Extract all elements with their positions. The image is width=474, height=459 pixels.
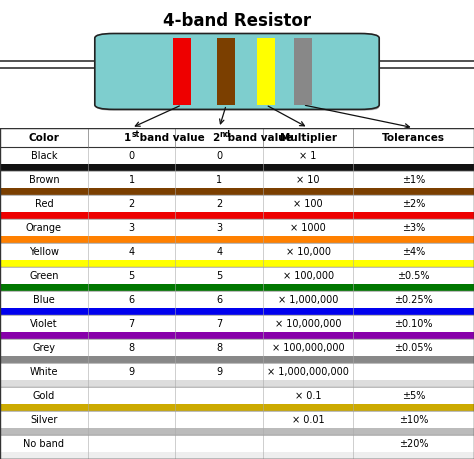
Text: 8: 8 bbox=[216, 343, 222, 353]
Text: × 0.01: × 0.01 bbox=[292, 414, 324, 425]
Text: 8: 8 bbox=[128, 343, 135, 353]
Text: Violet: Violet bbox=[30, 319, 58, 329]
Text: 4-band Resistor: 4-band Resistor bbox=[163, 11, 311, 29]
Text: ±1%: ±1% bbox=[402, 175, 425, 185]
Text: ±10%: ±10% bbox=[399, 414, 428, 425]
Bar bbox=[0, 332, 474, 339]
Bar bbox=[0, 387, 474, 404]
Text: ±0.25%: ±0.25% bbox=[394, 295, 433, 305]
Text: 6: 6 bbox=[216, 295, 222, 305]
Text: 1: 1 bbox=[216, 175, 222, 185]
Text: ±20%: ±20% bbox=[399, 438, 428, 448]
Text: 3: 3 bbox=[216, 223, 222, 233]
Text: × 0.1: × 0.1 bbox=[295, 391, 321, 401]
Bar bbox=[0, 363, 474, 380]
Text: × 1,000,000: × 1,000,000 bbox=[278, 295, 338, 305]
Text: × 10,000,000: × 10,000,000 bbox=[275, 319, 341, 329]
Text: × 100,000,000: × 100,000,000 bbox=[272, 343, 345, 353]
Text: Red: Red bbox=[35, 199, 53, 209]
Bar bbox=[0, 129, 474, 148]
Text: 9: 9 bbox=[216, 367, 222, 376]
Text: Gold: Gold bbox=[33, 391, 55, 401]
Bar bbox=[173, 39, 191, 106]
Text: 5: 5 bbox=[216, 271, 222, 281]
Text: × 100,000: × 100,000 bbox=[283, 271, 334, 281]
Text: 4: 4 bbox=[216, 247, 222, 257]
Text: 5: 5 bbox=[128, 271, 135, 281]
Bar bbox=[0, 291, 474, 308]
Bar bbox=[0, 404, 474, 411]
Text: ±5%: ±5% bbox=[402, 391, 425, 401]
Text: ±0.5%: ±0.5% bbox=[397, 271, 430, 281]
Text: Grey: Grey bbox=[32, 343, 55, 353]
Bar bbox=[0, 148, 474, 164]
Text: nd: nd bbox=[219, 130, 230, 139]
Text: 2: 2 bbox=[212, 133, 219, 143]
Text: band value: band value bbox=[224, 133, 293, 143]
Text: 6: 6 bbox=[128, 295, 135, 305]
Text: White: White bbox=[29, 367, 58, 376]
Text: Orange: Orange bbox=[26, 223, 62, 233]
Text: 3: 3 bbox=[128, 223, 135, 233]
Text: Tolerances: Tolerances bbox=[382, 133, 445, 143]
Text: 4: 4 bbox=[128, 247, 135, 257]
Text: band value: band value bbox=[136, 133, 205, 143]
Bar bbox=[257, 39, 275, 106]
Text: Black: Black bbox=[31, 151, 57, 161]
Bar bbox=[0, 339, 474, 356]
Bar bbox=[0, 308, 474, 315]
Bar bbox=[0, 315, 474, 332]
Text: ±0.10%: ±0.10% bbox=[394, 319, 433, 329]
Bar bbox=[0, 172, 474, 188]
Bar bbox=[0, 428, 474, 435]
Text: st: st bbox=[131, 130, 140, 139]
Text: 2: 2 bbox=[216, 199, 222, 209]
Bar bbox=[0, 243, 474, 260]
Text: × 10,000: × 10,000 bbox=[286, 247, 330, 257]
Bar bbox=[0, 260, 474, 268]
Bar bbox=[0, 219, 474, 236]
Text: 9: 9 bbox=[128, 367, 135, 376]
Text: × 1: × 1 bbox=[300, 151, 317, 161]
Bar bbox=[0, 411, 474, 428]
Text: ±4%: ±4% bbox=[402, 247, 425, 257]
Text: Silver: Silver bbox=[30, 414, 57, 425]
FancyBboxPatch shape bbox=[95, 34, 379, 110]
Text: No band: No band bbox=[23, 438, 64, 448]
Bar bbox=[0, 284, 474, 291]
Text: 7: 7 bbox=[128, 319, 135, 329]
Text: × 1,000,000,000: × 1,000,000,000 bbox=[267, 367, 349, 376]
Bar bbox=[0, 164, 474, 172]
Bar bbox=[0, 380, 474, 387]
Text: ±3%: ±3% bbox=[402, 223, 425, 233]
Bar bbox=[0, 268, 474, 284]
Text: 7: 7 bbox=[216, 319, 222, 329]
Text: Multiplier: Multiplier bbox=[280, 133, 337, 143]
Text: 2: 2 bbox=[128, 199, 135, 209]
Text: Green: Green bbox=[29, 271, 59, 281]
Text: Color: Color bbox=[28, 133, 59, 143]
Text: 0: 0 bbox=[216, 151, 222, 161]
Text: ±0.05%: ±0.05% bbox=[394, 343, 433, 353]
Bar bbox=[0, 213, 474, 219]
Bar bbox=[0, 236, 474, 243]
Text: Yellow: Yellow bbox=[29, 247, 59, 257]
Text: Brown: Brown bbox=[28, 175, 59, 185]
Bar bbox=[217, 39, 235, 106]
Text: 0: 0 bbox=[128, 151, 135, 161]
Text: × 100: × 100 bbox=[293, 199, 323, 209]
FancyBboxPatch shape bbox=[97, 36, 379, 111]
Bar bbox=[0, 188, 474, 196]
Bar bbox=[0, 452, 474, 459]
Text: 1: 1 bbox=[128, 175, 135, 185]
Text: 1: 1 bbox=[124, 133, 131, 143]
Bar bbox=[0, 356, 474, 363]
Text: ±2%: ±2% bbox=[402, 199, 425, 209]
Bar bbox=[0, 435, 474, 452]
Text: Blue: Blue bbox=[33, 295, 55, 305]
Text: × 1000: × 1000 bbox=[290, 223, 326, 233]
Bar bbox=[0, 196, 474, 213]
Text: × 10: × 10 bbox=[296, 175, 320, 185]
Bar bbox=[294, 39, 312, 106]
